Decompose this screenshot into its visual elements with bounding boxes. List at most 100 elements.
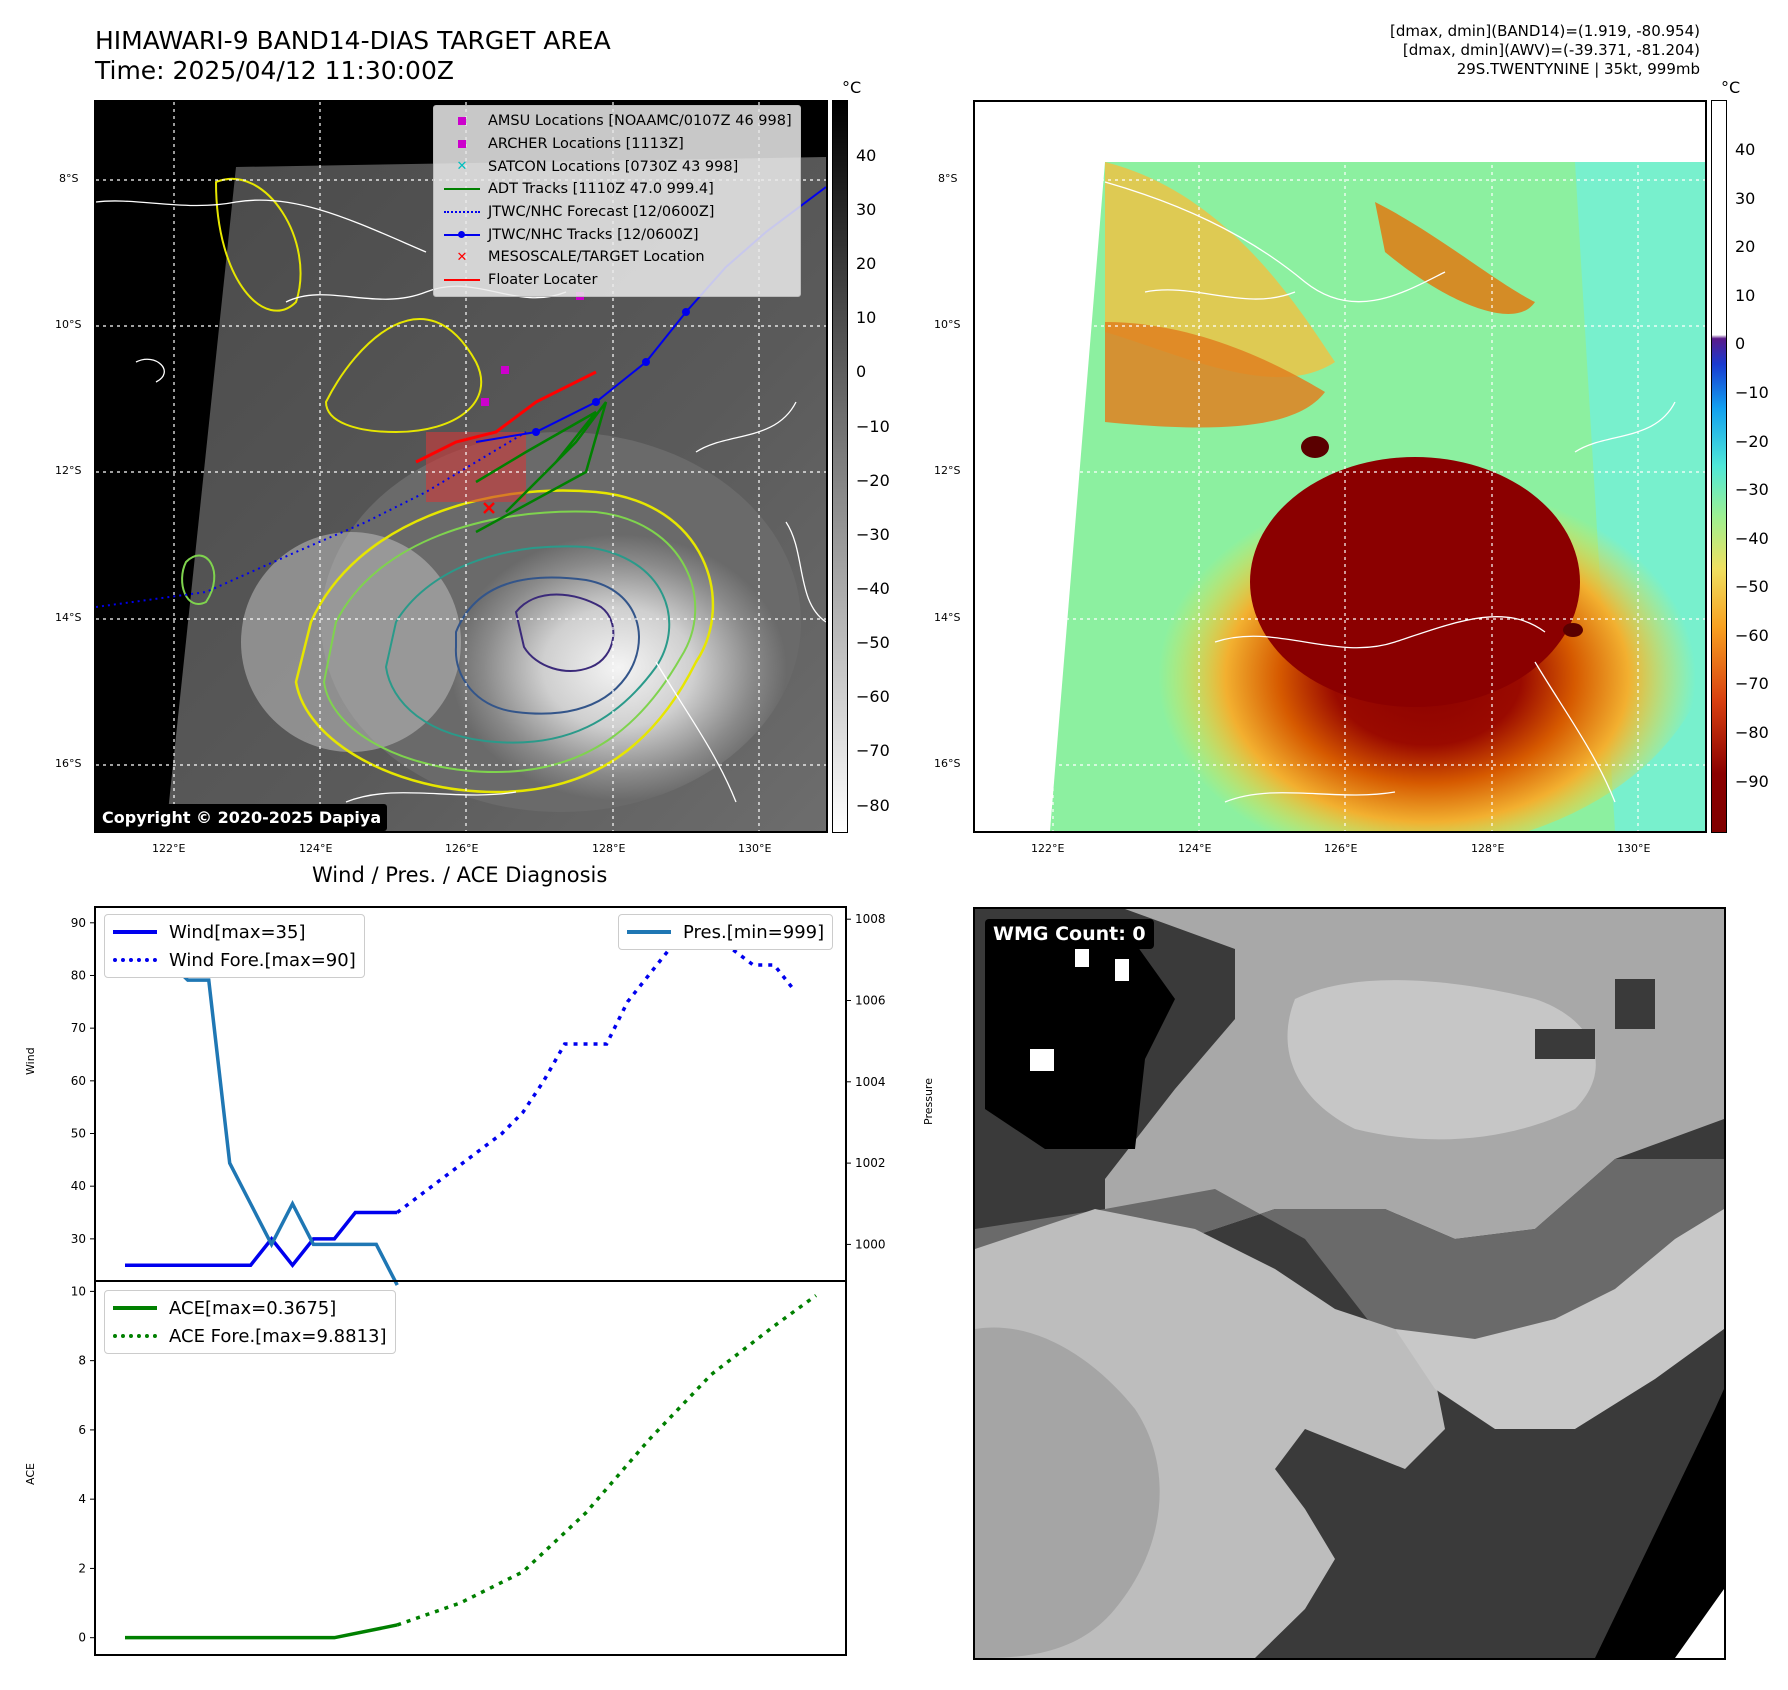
right-colorbar [1711, 100, 1727, 833]
lat-tick-label: 14°S [55, 611, 82, 624]
x-marker-icon: ✕ [456, 249, 468, 265]
legend-item: AMSU Locations [NOAAMC/0107Z 46 998] [442, 110, 792, 133]
colorbar-tick: 40 [1735, 140, 1756, 159]
dotted-line-icon [442, 211, 482, 214]
lon-tick-label: 130°E [738, 842, 772, 855]
y2-tick-label: 1006 [855, 994, 886, 1008]
y2-tick-label: 1008 [855, 912, 886, 926]
colorbar-tick: −70 [1735, 674, 1769, 693]
wind-legend: Wind[max=35] Wind Fore.[max=90] [104, 914, 365, 978]
ace-axis-label: ACE [24, 1463, 37, 1485]
lat-tick-label: 10°S [934, 318, 961, 331]
legend-label: Pres.[min=999] [683, 921, 825, 943]
colorbar-tick: −60 [856, 687, 890, 706]
plot-frame [94, 1280, 847, 1656]
legend-item: ACE[max=0.3675] [113, 1294, 387, 1322]
colorbar-tick: 40 [856, 146, 877, 165]
legend-label: JTWC/NHC Tracks [12/0600Z] [488, 226, 699, 243]
colorbar-tick: 20 [856, 254, 877, 273]
y-tick-label: 70 [71, 1021, 86, 1035]
y-tick-label: 40 [71, 1179, 86, 1193]
colorbar-tick: −90 [1735, 772, 1769, 791]
y2-tick-label: 1002 [855, 1156, 886, 1170]
colorbar-tick: −60 [1735, 626, 1769, 645]
colorbar-tick: −50 [856, 633, 890, 652]
lon-tick-label: 130°E [1617, 842, 1651, 855]
colorbar-tick: 10 [856, 308, 877, 327]
colorbar-tick: 0 [856, 362, 867, 381]
legend-item: Floater Locater [442, 269, 792, 292]
colorbar-tick: −20 [1735, 432, 1769, 451]
legend-item: Pres.[min=999] [627, 918, 824, 946]
wmg-count-badge: WMG Count: 0 [985, 919, 1154, 949]
legend-item: ACE Fore.[max=9.8813] [113, 1322, 387, 1350]
y-tick-label: 50 [71, 1127, 86, 1141]
colorbar-tick: −70 [856, 741, 890, 760]
lat-tick-label: 8°S [938, 172, 958, 185]
dmax-band14: [dmax, dmin](BAND14)=(1.919, -80.954) [1389, 22, 1700, 40]
pressure-axis-label: Pressure [922, 1078, 935, 1125]
square-marker-icon [442, 140, 482, 149]
legend-item: JTWC/NHC Tracks [12/0600Z] [442, 223, 792, 246]
solid-line-icon [113, 1306, 157, 1310]
ir-map-panel: AMSU Locations [NOAAMC/0107Z 46 998] ARC… [94, 100, 828, 833]
colorbar-tick: −30 [856, 525, 890, 544]
y-tick-label: 10 [71, 1284, 86, 1298]
legend-label: ARCHER Locations [1113Z] [488, 136, 684, 153]
y2-tick-label: 1004 [855, 1075, 886, 1089]
right-colorbar-unit: °C [1721, 78, 1741, 97]
colorbar-tick: −20 [856, 471, 890, 490]
x-marker-icon: ✕ [456, 159, 468, 175]
legend-item: ARCHER Locations [1113Z] [442, 133, 792, 156]
lon-tick-label: 126°E [445, 842, 479, 855]
legend-label: ADT Tracks [1110Z 47.0 999.4] [488, 181, 714, 198]
lon-tick-label: 122°E [1031, 842, 1065, 855]
series-line [125, 1210, 398, 1269]
lat-tick-label: 10°S [55, 318, 82, 331]
series-line [396, 1294, 818, 1627]
y-tick-label: 30 [71, 1232, 86, 1246]
colorbar-tick: −80 [1735, 723, 1769, 742]
y-tick-label: 80 [71, 968, 86, 982]
colorbar-tick: 20 [1735, 237, 1756, 256]
colorbar-tick: 30 [856, 200, 877, 219]
legend-label: Wind[max=35] [169, 921, 306, 943]
wind-axis-label: Wind [24, 1047, 37, 1075]
copyright-label: Copyright © 2020-2025 Dapiya [96, 804, 388, 831]
lon-tick-label: 126°E [1324, 842, 1358, 855]
solid-line-icon [627, 930, 671, 934]
square-marker-icon [442, 117, 482, 126]
lat-tick-label: 16°S [934, 757, 961, 770]
storm-info: 29S.TWENTYNINE | 35kt, 999mb [1456, 60, 1700, 78]
legend-item: ✕ SATCON Locations [0730Z 43 998] [442, 155, 792, 178]
legend-label: ACE[max=0.3675] [169, 1297, 337, 1319]
colorbar-tick: −40 [856, 579, 890, 598]
lat-tick-label: 8°S [59, 172, 79, 185]
y-tick-label: 8 [78, 1354, 86, 1368]
ace-legend: ACE[max=0.3675] ACE Fore.[max=9.8813] [104, 1290, 396, 1354]
legend-item: JTWC/NHC Forecast [12/0600Z] [442, 201, 792, 224]
wmg-panel: WMG Count: 0 [973, 907, 1726, 1660]
lat-tick-label: 12°S [55, 464, 82, 477]
colorbar-tick: −30 [1735, 480, 1769, 499]
solid-line-icon [442, 188, 482, 191]
legend-item: Wind[max=35] [113, 918, 356, 946]
legend-label: SATCON Locations [0730Z 43 998] [488, 158, 739, 175]
legend-label: Floater Locater [488, 272, 598, 289]
solid-line-icon [113, 930, 157, 934]
dotted-line-icon [113, 1334, 157, 1338]
ace-plot: 0 2 4 6 8 10 [71, 1280, 847, 1656]
lat-tick-label: 14°S [934, 611, 961, 624]
diagnosis-chart: 30 40 50 60 70 80 90 1000 1002 1004 1006 1008 0 2 4 6 8… [71, 906, 886, 1656]
ir-map-image [96, 102, 826, 831]
dmax-awv: [dmax, dmin](AWV)=(-39.371, -81.204) [1402, 41, 1700, 59]
legend-label: Wind Fore.[max=90] [169, 949, 356, 971]
y-tick-label: 90 [71, 916, 86, 930]
colorbar-tick: −40 [1735, 529, 1769, 548]
colorbar-tick: 30 [1735, 189, 1756, 208]
lat-tick-label: 16°S [55, 757, 82, 770]
lon-tick-label: 128°E [1471, 842, 1505, 855]
map-legend: AMSU Locations [NOAAMC/0107Z 46 998] ARC… [433, 105, 801, 297]
pressure-legend: Pres.[min=999] [618, 914, 834, 950]
lon-tick-label: 122°E [152, 842, 186, 855]
